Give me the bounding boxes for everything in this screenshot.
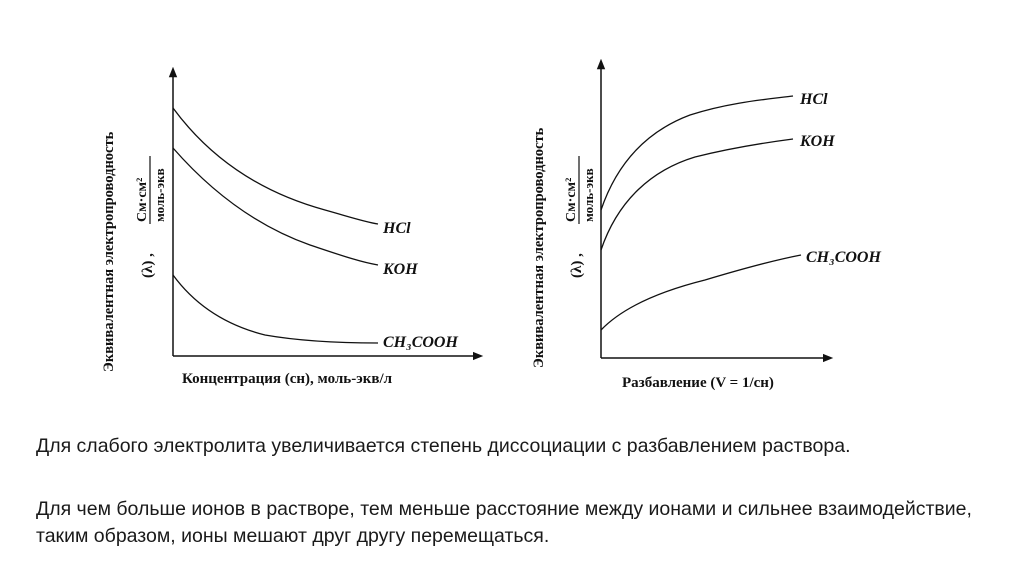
left-diagram: HCl KOH CH₃COOH Концентрация (cн), моль-… bbox=[101, 66, 484, 387]
right-series-label-koh: KOH bbox=[799, 133, 835, 150]
left-y-axis-label-group: Эквивалентная электропроводность bbox=[101, 131, 117, 372]
left-y-axis-symbol: (λ) , bbox=[140, 253, 156, 278]
right-series-label-hcl: HCl bbox=[799, 91, 828, 108]
right-curve-ch3cooh bbox=[600, 254, 802, 331]
paragraph-weak-electrolyte: Для слабого электролита увеличивается ст… bbox=[36, 435, 851, 457]
left-y-symbol-group: (λ) , bbox=[140, 253, 156, 278]
right-curve-hcl bbox=[600, 95, 794, 211]
right-y-axis-label-group: Эквивалентная электропроводность bbox=[531, 127, 547, 368]
paragraph-ion-interaction: Для чем больше ионов в растворе, тем мен… bbox=[36, 498, 972, 547]
right-unit-denominator: моль-экв bbox=[581, 168, 596, 222]
right-y-axis-symbol: (λ) , bbox=[569, 253, 585, 278]
conductivity-figure: HCl KOH CH₃COOH Концентрация (cн), моль-… bbox=[101, 58, 881, 391]
right-series-label-ch3cooh: CH₃COOH bbox=[806, 249, 881, 266]
left-curve-koh bbox=[172, 147, 379, 266]
left-unit-numerator: См·см² bbox=[135, 178, 150, 222]
right-curve-koh bbox=[600, 138, 794, 251]
conductivity-diagrams-svg: HCl KOH CH₃COOH Концентрация (cн), моль-… bbox=[101, 58, 881, 391]
left-series-label-koh: KOH bbox=[382, 261, 418, 278]
left-x-axis-label: Концентрация (cн), моль-экв/л bbox=[182, 371, 393, 387]
right-unit-numerator: См·см² bbox=[564, 178, 579, 222]
right-unit-group: См·см² моль-экв bbox=[564, 156, 596, 224]
left-curve-ch3cooh bbox=[172, 274, 379, 344]
right-diagram: HCl KOH CH₃COOH Разбавление (V = 1/cн) Э… bbox=[531, 58, 881, 391]
left-unit-group: См·см² моль-экв bbox=[135, 156, 167, 224]
left-curve-hcl bbox=[172, 107, 379, 225]
right-x-axis-label: Разбавление (V = 1/cн) bbox=[622, 375, 774, 391]
left-y-axis-label: Эквивалентная электропроводность bbox=[101, 131, 117, 372]
left-unit-denominator: моль-экв bbox=[152, 168, 167, 222]
left-series-label-hcl: HCl bbox=[382, 220, 411, 237]
left-series-label-ch3cooh: CH₃COOH bbox=[383, 334, 458, 351]
right-y-symbol-group: (λ) , bbox=[569, 253, 585, 278]
right-y-axis-label: Эквивалентная электропроводность bbox=[531, 127, 547, 368]
